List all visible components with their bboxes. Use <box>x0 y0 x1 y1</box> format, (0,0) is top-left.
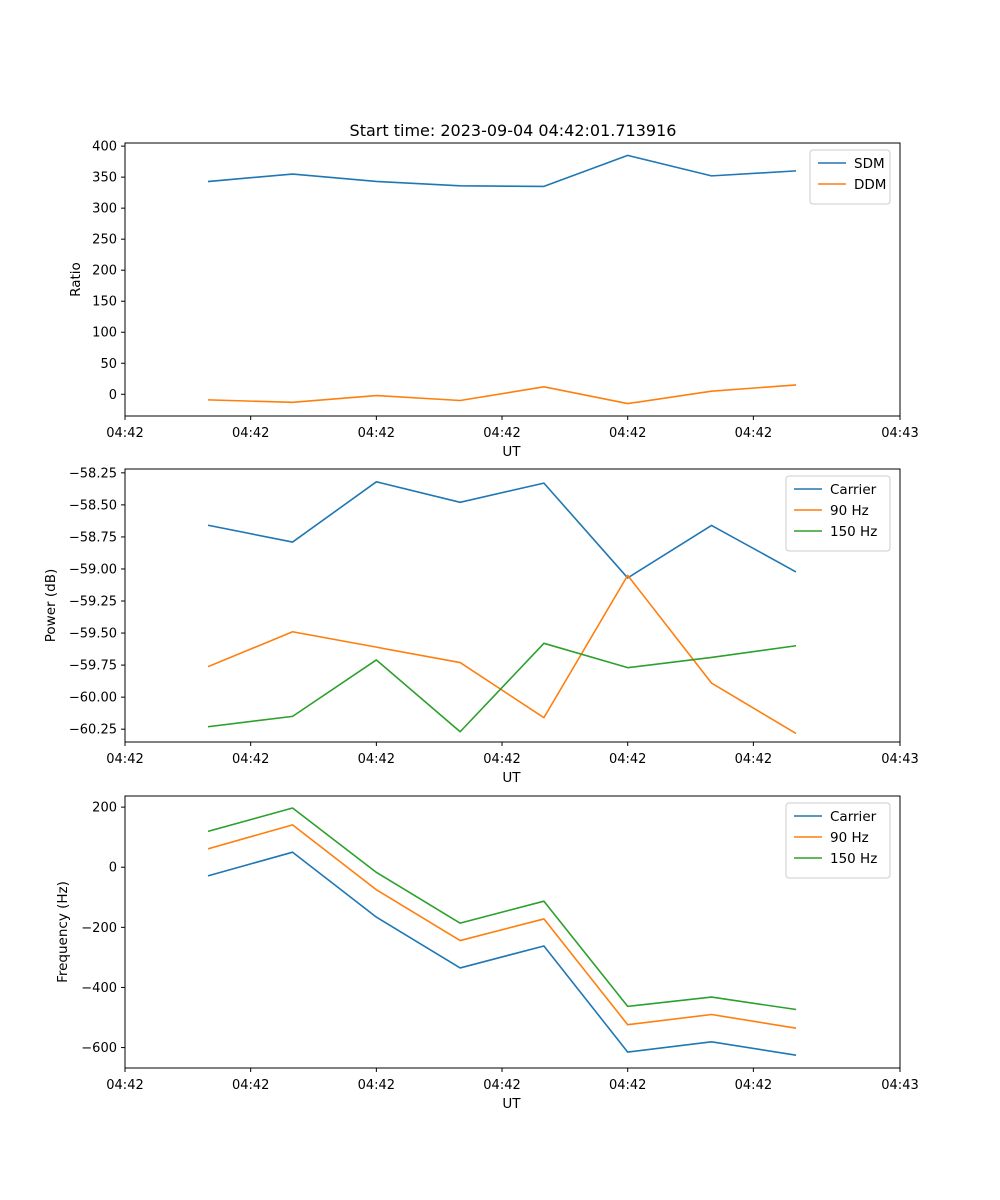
y-tick-label: 0 <box>109 388 117 403</box>
y-tick-label: 150 <box>92 295 117 310</box>
y-tick-label: 350 <box>92 171 117 186</box>
series-line-ddm <box>207 384 797 405</box>
y-tick-label: 0 <box>109 861 117 876</box>
series-line-carrier <box>207 851 797 1056</box>
x-axis-label: UT <box>502 770 521 786</box>
y-tick-label: 100 <box>92 326 117 341</box>
x-tick-label: 04:42 <box>609 426 646 441</box>
x-tick-label: 04:42 <box>358 752 395 767</box>
y-tick-label: 300 <box>92 202 117 217</box>
x-tick-label: 04:42 <box>232 426 269 441</box>
series-line-150-hz <box>207 807 797 1011</box>
x-tick-label: 04:43 <box>881 752 918 767</box>
x-tick-label: 04:42 <box>609 1078 646 1093</box>
series-line-90-hz <box>207 824 797 1029</box>
y-tick-label: 200 <box>92 264 117 279</box>
x-tick-label: 04:42 <box>358 1078 395 1093</box>
y-tick-label: 200 <box>92 801 117 816</box>
x-tick-label: 04:42 <box>106 426 143 441</box>
y-axis-label: Ratio <box>68 262 84 297</box>
x-axis-label: UT <box>502 1096 521 1112</box>
x-tick-label: 04:42 <box>232 1078 269 1093</box>
legend: Carrier 90 Hz 150 Hz <box>785 802 891 879</box>
x-tick-label: 04:42 <box>106 1078 143 1093</box>
legend-entry: 150 Hz <box>830 851 877 867</box>
series-line-150-hz <box>207 642 797 733</box>
y-tick-label: −58.50 <box>69 498 117 513</box>
chart-title: Start time: 2023-09-04 04:42:01.713916 <box>350 121 677 140</box>
legend-entry: Carrier <box>830 482 877 498</box>
series-line-90-hz <box>207 574 797 735</box>
y-tick-label: −60.25 <box>69 723 117 738</box>
legend-entry: 90 Hz <box>830 503 869 519</box>
plot-frame <box>124 795 901 1069</box>
x-tick-label: 04:42 <box>735 752 772 767</box>
x-tick-label: 04:42 <box>609 752 646 767</box>
y-tick-label: −59.75 <box>69 659 117 674</box>
legend-box <box>785 802 891 879</box>
x-tick-label: 04:42 <box>232 752 269 767</box>
charts: 0 50 100 150 200 250 300 350 400 04:42 04:42 04:42 0… <box>43 140 919 1112</box>
x-tick-label: 04:42 <box>483 426 520 441</box>
y-tick-label: 250 <box>92 233 117 248</box>
series-line-sdm <box>207 154 797 188</box>
y-tick-label: −59.00 <box>69 562 117 577</box>
legend-entry: 150 Hz <box>830 524 877 540</box>
legend: SDM DDM <box>809 149 891 205</box>
y-tick-label: −400 <box>81 981 117 996</box>
plot-frame <box>124 468 901 743</box>
legend-box <box>785 475 891 552</box>
y-tick-label: −59.50 <box>69 627 117 642</box>
legend-entry: SDM <box>854 156 885 172</box>
x-tick-label: 04:42 <box>483 752 520 767</box>
y-tick-label: −600 <box>81 1041 117 1056</box>
y-tick-label: −58.75 <box>69 530 117 545</box>
x-tick-label: 04:42 <box>358 426 395 441</box>
x-tick-label: 04:42 <box>735 1078 772 1093</box>
plot-frame <box>124 142 901 417</box>
y-tick-label: −200 <box>81 921 117 936</box>
subplot-3: −600 −400 −200 0 200 04:42 04:42 04:42 04:42 04:4… <box>55 795 919 1112</box>
y-tick-label: −58.25 <box>69 466 117 481</box>
x-tick-label: 04:42 <box>483 1078 520 1093</box>
x-tick-label: 04:42 <box>735 426 772 441</box>
subplot-2: −60.25 −60.00 −59.75 −59.50 −59.25 −59.00 −58.… <box>43 466 919 786</box>
y-tick-label: 50 <box>100 357 117 372</box>
legend-entry: Carrier <box>830 809 877 825</box>
legend: Carrier 90 Hz 150 Hz <box>785 475 891 552</box>
y-tick-label: −60.00 <box>69 691 117 706</box>
subplot-1: 0 50 100 150 200 250 300 350 400 04:42 04:42 04:42 0… <box>68 140 919 460</box>
y-tick-label: 400 <box>92 140 117 155</box>
legend-entry: 90 Hz <box>830 830 869 846</box>
x-tick-label: 04:42 <box>106 752 143 767</box>
y-axis-label: Frequency (Hz) <box>55 881 71 983</box>
legend-entry: DDM <box>854 177 886 193</box>
y-axis-label: Power (dB) <box>43 569 59 642</box>
x-axis-label: UT <box>502 444 521 460</box>
x-tick-label: 04:43 <box>881 1078 918 1093</box>
x-tick-label: 04:43 <box>881 426 918 441</box>
y-tick-label: −59.25 <box>69 595 117 610</box>
series-line-carrier <box>207 481 797 579</box>
